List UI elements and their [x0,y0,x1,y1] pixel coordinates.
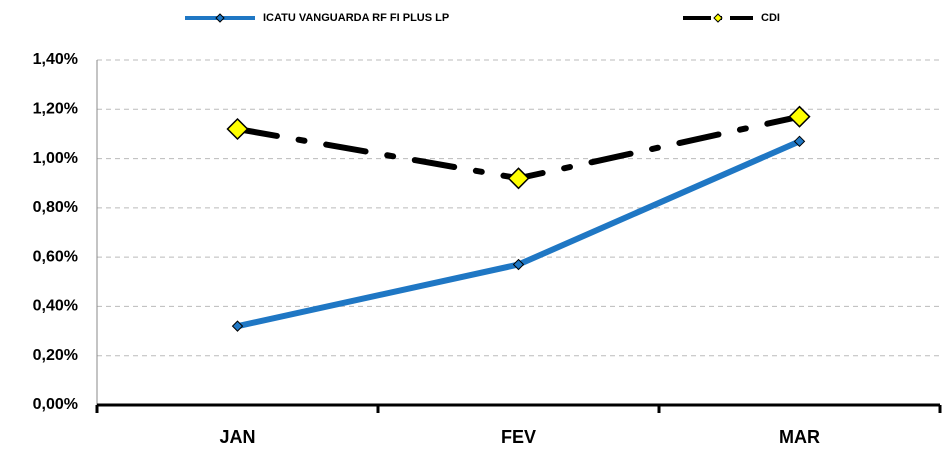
y-tick-label: 1,20% [33,101,78,118]
y-tick-label: 0,40% [33,298,78,315]
x-tick-label: JAN [219,427,255,447]
legend-marker [713,13,723,23]
y-tick-label: 0,80% [33,199,78,216]
x-tick-label: FEV [501,427,536,447]
y-tick-label: 0,20% [33,347,78,364]
y-tick-label: 1,40% [33,51,78,68]
legend-label: CDI [761,12,780,24]
legend-marker [215,13,225,23]
point [793,135,806,148]
point [512,258,525,271]
y-tick-label: 0,00% [33,396,78,413]
point [507,167,530,190]
y-tick-label: 1,00% [33,150,78,167]
point [226,117,249,141]
legend-label: ICATU VANGUARDA RF FI PLUS LP [263,12,449,24]
y-tick-label: 0,60% [33,248,78,265]
x-tick-label: MAR [779,427,820,447]
point [788,105,811,128]
point [231,320,244,332]
